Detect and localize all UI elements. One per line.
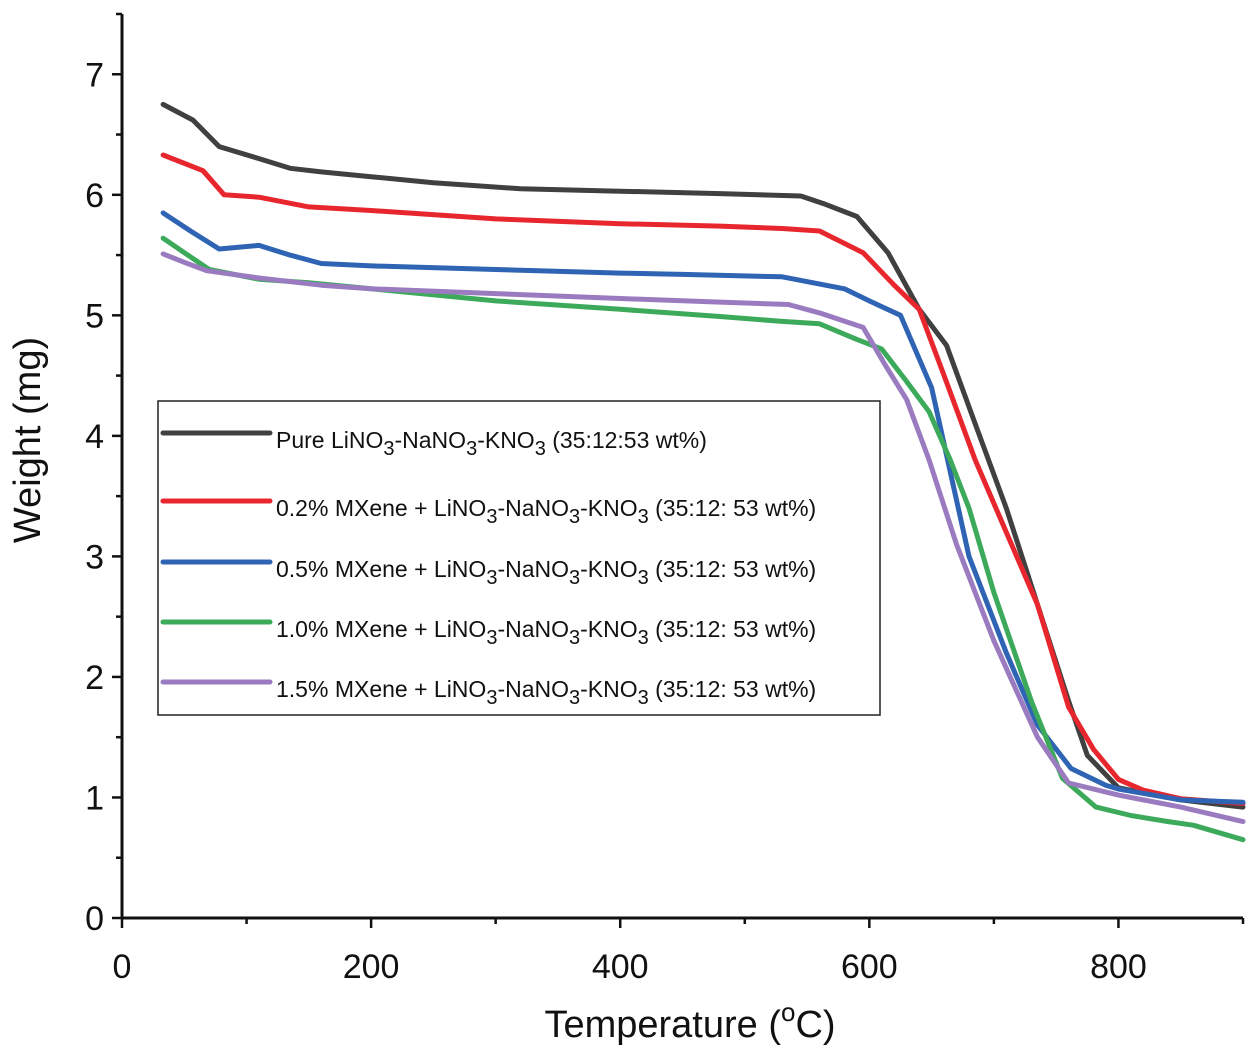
legend-text-part: -NaNO bbox=[497, 616, 569, 642]
legend-subscript: 3 bbox=[569, 567, 580, 589]
legend-label-2: 0.2% MXene + LiNO3-NaNO3-KNO3 (35:12: 53… bbox=[276, 495, 816, 528]
legend-label-3: 0.5% MXene + LiNO3-NaNO3-KNO3 (35:12: 53… bbox=[276, 556, 816, 589]
legend-subscript: 3 bbox=[535, 438, 546, 460]
legend-label-4: 1.0% MXene + LiNO3-NaNO3-KNO3 (35:12: 53… bbox=[276, 616, 816, 649]
legend-subscript: 3 bbox=[638, 627, 649, 649]
legend-label-5: 1.5% MXene + LiNO3-NaNO3-KNO3 (35:12: 53… bbox=[276, 676, 816, 709]
legend-text-part: -NaNO bbox=[395, 427, 467, 453]
legend-text-part: Pure LiNO bbox=[276, 427, 383, 453]
legend-text-part: (35:12:53 wt%) bbox=[546, 427, 707, 453]
x-axis-title-degree: o bbox=[781, 997, 795, 1027]
y-tick-label: 2 bbox=[85, 659, 104, 697]
legend-text-part: -KNO bbox=[580, 556, 638, 582]
legend-text-part: 1.0% MXene + LiNO bbox=[276, 616, 486, 642]
x-axis-title-unit: C) bbox=[795, 1004, 835, 1046]
series-line-5 bbox=[160, 251, 1246, 825]
y-tick-label: 7 bbox=[85, 56, 104, 94]
y-tick-label: 5 bbox=[85, 297, 104, 335]
x-tick-label: 200 bbox=[343, 948, 400, 986]
legend-text-part: -NaNO bbox=[497, 556, 569, 582]
legend-subscript: 3 bbox=[638, 506, 649, 528]
legend-subscript: 3 bbox=[383, 438, 394, 460]
legend-subscript: 3 bbox=[569, 627, 580, 649]
legend-subscript: 3 bbox=[486, 687, 497, 709]
y-tick-label: 1 bbox=[85, 779, 104, 817]
legend-text-part: 0.5% MXene + LiNO bbox=[276, 556, 486, 582]
legend-text-part: (35:12: 53 wt%) bbox=[649, 495, 816, 521]
legend-subscript: 3 bbox=[486, 627, 497, 649]
legend-text-part: (35:12: 53 wt%) bbox=[649, 556, 816, 582]
legend-subscript: 3 bbox=[466, 438, 477, 460]
x-axis-title-main: Temperature ( bbox=[544, 1004, 781, 1046]
y-axis-title: Weight (mg) bbox=[7, 337, 49, 543]
legend-text-part: 1.5% MXene + LiNO bbox=[276, 676, 486, 702]
legend-text-part: (35:12: 53 wt%) bbox=[649, 616, 816, 642]
x-tick-label: 0 bbox=[113, 948, 132, 986]
x-axis-title: Temperature (oC) bbox=[544, 997, 835, 1046]
legend-text-part: -NaNO bbox=[497, 676, 569, 702]
legend-text-part: -NaNO bbox=[497, 495, 569, 521]
series-line-3 bbox=[160, 210, 1246, 805]
y-tick-label: 4 bbox=[85, 418, 104, 456]
legend-label-1: Pure LiNO3-NaNO3-KNO3 (35:12:53 wt%) bbox=[276, 427, 707, 460]
legend-subscript: 3 bbox=[638, 567, 649, 589]
series-line-2 bbox=[160, 152, 1246, 806]
legend-text-part: (35:12: 53 wt%) bbox=[649, 676, 816, 702]
legend-subscript: 3 bbox=[569, 506, 580, 528]
x-tick-label: 800 bbox=[1090, 948, 1147, 986]
series-lines bbox=[160, 101, 1246, 843]
x-tick-label: 600 bbox=[841, 948, 898, 986]
y-tick-label: 0 bbox=[85, 900, 104, 938]
legend-subscript: 3 bbox=[638, 687, 649, 709]
legend-text-part: -KNO bbox=[580, 616, 638, 642]
y-tick-label: 3 bbox=[85, 538, 104, 576]
axes: 0 1 2 3 4 5 6 7 0 200 400 600 800 Temperature (oC) Wei… bbox=[7, 12, 1245, 1046]
legend: Pure LiNO3-NaNO3-KNO3 (35:12:53 wt%)0.2%… bbox=[157, 400, 881, 716]
x-tick-label: 400 bbox=[592, 948, 649, 986]
legend-subscript: 3 bbox=[486, 506, 497, 528]
legend-text-part: -KNO bbox=[580, 676, 638, 702]
legend-text-part: 0.2% MXene + LiNO bbox=[276, 495, 486, 521]
legend-text-part: -KNO bbox=[580, 495, 638, 521]
legend-text-part: -KNO bbox=[477, 427, 535, 453]
legend-subscript: 3 bbox=[569, 687, 580, 709]
y-tick-label: 6 bbox=[85, 177, 104, 215]
legend-box bbox=[157, 400, 881, 716]
legend-subscript: 3 bbox=[486, 567, 497, 589]
